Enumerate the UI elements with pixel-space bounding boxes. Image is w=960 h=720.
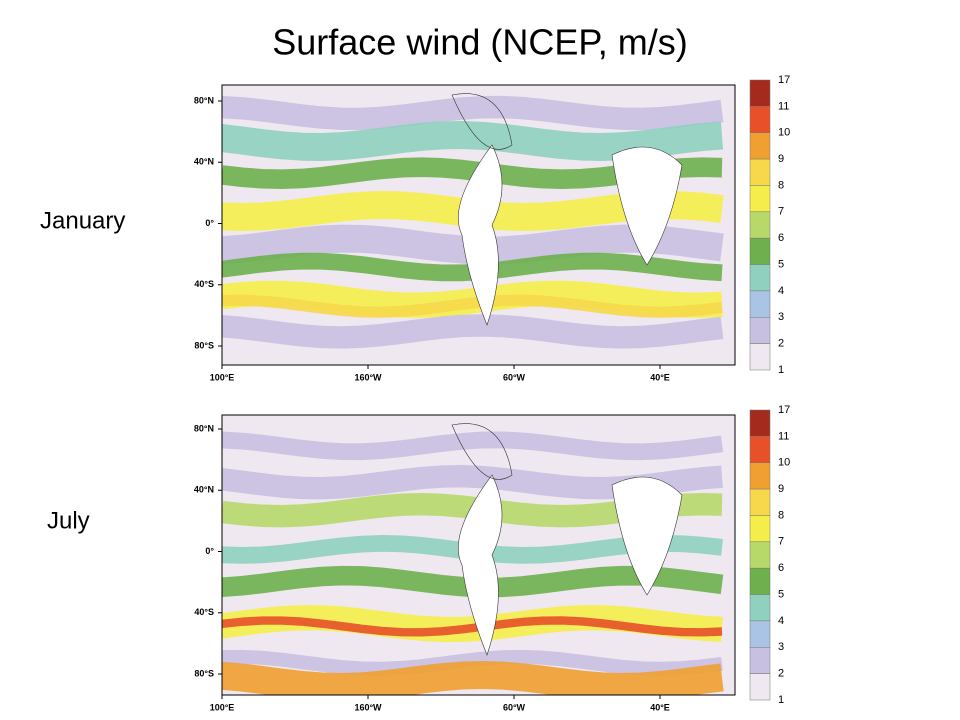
colorbar-box	[749, 132, 771, 160]
colorbar-label: 10	[778, 457, 790, 469]
colorbar-box	[749, 594, 771, 622]
colorbar-label: 11	[778, 100, 789, 112]
colorbar-box	[749, 515, 771, 543]
title: Surface wind (NCEP, m/s)	[272, 22, 687, 63]
lat-label: 0°	[205, 546, 214, 556]
colorbar-box	[749, 158, 771, 186]
colorbar-box	[749, 488, 771, 516]
colorbar-box	[749, 317, 771, 344]
colorbar-box	[749, 290, 771, 318]
lat-label: 80°N	[194, 95, 214, 105]
lon-label: 40°E	[650, 372, 670, 382]
continent	[611, 146, 683, 266]
wind-band	[222, 616, 723, 637]
lat-label: 40°S	[194, 279, 214, 289]
continent	[611, 476, 683, 596]
lon-label: 60°W	[503, 702, 526, 712]
colorbar-box	[749, 409, 771, 437]
colorbar-label: 7	[778, 206, 784, 218]
colorbar-label: 4	[778, 285, 784, 297]
lon-label: 60°W	[503, 372, 526, 382]
wind-band	[222, 431, 724, 461]
colorbar-label: 4	[778, 615, 784, 627]
colorbar-box	[749, 343, 771, 371]
colorbar-box	[749, 620, 771, 648]
map-field	[222, 415, 735, 695]
colorbar-label: 5	[778, 258, 784, 270]
continent	[457, 144, 503, 326]
colorbar-label: 17	[778, 404, 790, 416]
colorbar-box	[749, 436, 771, 463]
lat-label: 0°	[205, 218, 214, 228]
colorbar-box	[749, 237, 771, 265]
colorbar-box	[749, 211, 771, 239]
lon-label: 100°E	[210, 372, 235, 382]
wind-band	[222, 95, 724, 131]
map-frame	[221, 84, 736, 366]
map	[221, 414, 736, 696]
colorbar-box	[749, 185, 771, 213]
lat-label: 40°S	[194, 607, 214, 617]
colorbar-label: 8	[778, 509, 784, 521]
colorbar-label: 1	[778, 694, 784, 706]
colorbar-label: 6	[778, 562, 784, 574]
colorbar-label: 6	[778, 232, 784, 244]
lat-label: 40°N	[194, 157, 214, 167]
lon-label: 100°E	[210, 702, 235, 712]
colorbar-label: 1	[778, 364, 784, 376]
lon-label: 160°W	[354, 702, 382, 712]
colorbar-label: 5	[778, 588, 784, 600]
wind-band	[222, 661, 724, 695]
wind-band	[222, 252, 723, 282]
lat-label: 80°S	[194, 668, 214, 678]
continent	[457, 474, 503, 656]
colorbar-box	[749, 673, 771, 701]
colorbar-label: 3	[778, 311, 784, 323]
colorbar-label: 11	[778, 430, 789, 442]
wind-band	[222, 121, 724, 161]
lat-label: 40°N	[194, 485, 214, 495]
lon-label: 160°W	[354, 372, 382, 382]
colorbar-label: 2	[778, 338, 784, 350]
colorbar-label: 10	[778, 127, 790, 139]
colorbar-label: 9	[778, 483, 784, 495]
wind-band	[222, 565, 724, 598]
continent	[451, 93, 513, 150]
colorbar-box	[749, 264, 771, 292]
colorbar-box	[749, 79, 771, 107]
colorbar-label: 2	[778, 668, 784, 680]
lon-label: 40°E	[650, 702, 670, 712]
colorbar-box	[749, 567, 771, 595]
map-field	[222, 85, 735, 365]
wind-band	[222, 294, 723, 318]
continent	[451, 423, 513, 480]
colorbar-label: 3	[778, 641, 784, 653]
colorbar-label: 7	[778, 536, 784, 548]
colorbar-box	[749, 106, 771, 133]
map-frame	[221, 414, 736, 696]
colorbar-label: 8	[778, 179, 784, 191]
wind-band	[222, 649, 723, 676]
colorbar-box	[749, 647, 771, 674]
panel-label: July	[47, 507, 90, 534]
colorbar-box	[749, 541, 771, 569]
map	[221, 84, 736, 366]
colorbar-box	[749, 462, 771, 490]
panel-label: January	[40, 207, 125, 234]
colorbar-label: 9	[778, 153, 784, 165]
wind-band	[222, 314, 724, 349]
lat-label: 80°S	[194, 340, 214, 350]
lat-label: 80°N	[194, 423, 214, 433]
colorbar-label: 17	[778, 74, 790, 86]
